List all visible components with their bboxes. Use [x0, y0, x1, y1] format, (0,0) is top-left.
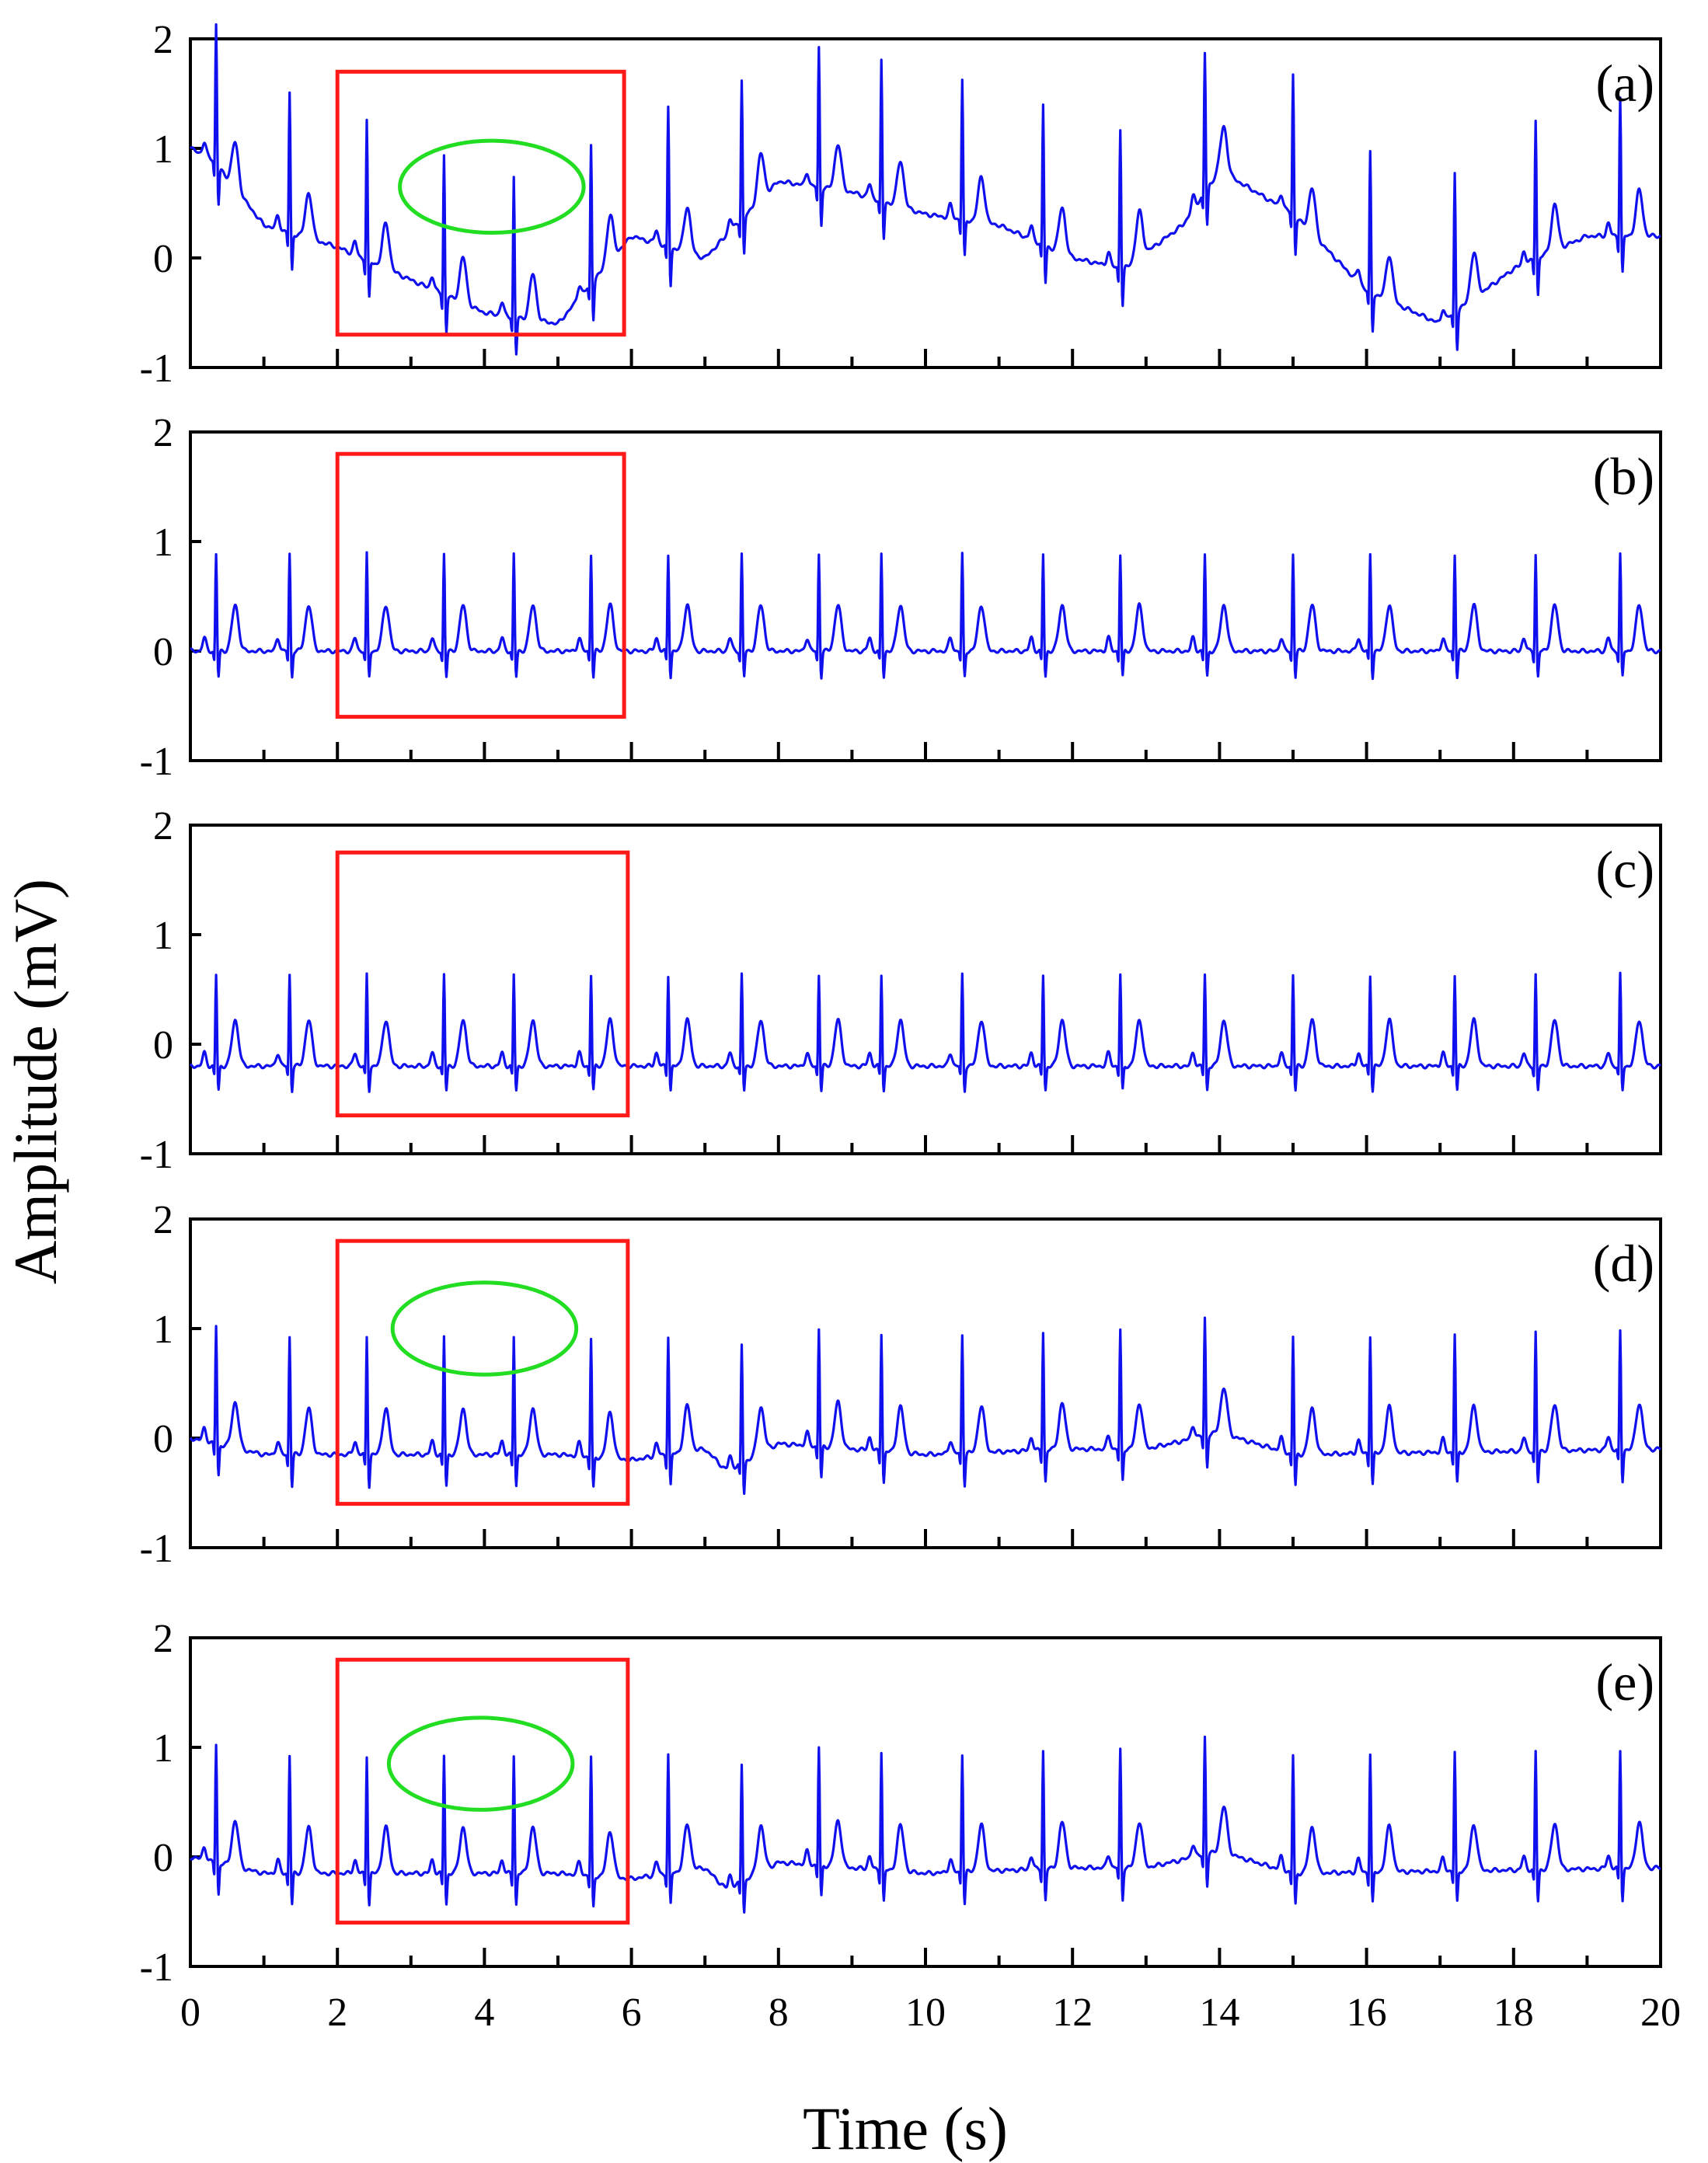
plot-frame: [189, 824, 1662, 1155]
x-tick-label: 10: [905, 1991, 946, 2035]
y-tick-label: -1: [140, 1945, 173, 1990]
panel-b: -1 0 1 2 (b): [140, 411, 1662, 784]
y-tick-label: 2: [153, 1617, 173, 1661]
y-tick-label: 2: [153, 1198, 173, 1242]
y-tick-label: 2: [153, 18, 173, 62]
y-tick-label: 1: [153, 914, 173, 958]
x-tick-label: 0: [180, 1991, 200, 2035]
y-tick-label: 1: [153, 1308, 173, 1352]
ecg-signal-line: [189, 971, 1661, 1093]
panel-label: (a): [1596, 54, 1654, 113]
y-tick-label: -1: [140, 347, 173, 391]
y-tick-label: -1: [140, 1527, 173, 1571]
x-tick-label: 8: [769, 1991, 789, 2035]
highlight-box: [335, 850, 630, 1118]
x-tick-label: 2: [327, 1991, 347, 2035]
highlight-ellipse: [398, 138, 586, 235]
y-tick-label: 0: [153, 1023, 173, 1068]
panel-label: (b): [1593, 447, 1654, 506]
plot-frame: [189, 1636, 1662, 1968]
highlight-box: [335, 451, 626, 719]
ecg-signal-line: [190, 551, 1661, 681]
panel-label: (c): [1596, 840, 1654, 899]
panel-label: (e): [1596, 1653, 1654, 1712]
highlight-box: [335, 1657, 630, 1925]
panel-e: -1 0 1 2 (e): [140, 1617, 1662, 1990]
y-tick-label: 1: [153, 1726, 173, 1771]
highlight-box: [335, 1238, 630, 1506]
y-tick-label: 0: [153, 1836, 173, 1880]
y-tick-label: -1: [140, 740, 173, 784]
panels-group: -1012(a)-1012(b)-1012(c)-1012(d)-1012(e)…: [140, 18, 1681, 2035]
x-axis-title: Time (s): [803, 2095, 1008, 2162]
x-tick-label: 4: [474, 1991, 494, 2035]
y-tick-label: 0: [153, 630, 173, 674]
panel-c: -1 0 1 2 (c): [140, 804, 1662, 1177]
plot-frame: [189, 1217, 1662, 1549]
y-tick-label: 2: [153, 411, 173, 455]
ecg-signal-line: [189, 1735, 1661, 1914]
panel-label: (d): [1593, 1234, 1654, 1293]
y-tick-label: 2: [153, 804, 173, 848]
y-tick-label: 1: [153, 127, 173, 172]
highlight-ellipse: [390, 1280, 579, 1377]
x-tick-label: 20: [1640, 1991, 1681, 2035]
x-tick-label: 18: [1494, 1991, 1534, 2035]
y-tick-label: -1: [140, 1133, 173, 1177]
x-tick-label: 14: [1199, 1991, 1239, 2035]
y-tick-label: 0: [153, 237, 173, 281]
highlight-ellipse: [386, 1715, 575, 1812]
x-tick-label: 6: [622, 1991, 642, 2035]
y-axis-title: Amplitude (mV): [2, 879, 69, 1284]
y-tick-label: 0: [153, 1417, 173, 1461]
panel-a: -1 0 1 2 (a): [140, 18, 1662, 391]
ecg-signal-line: [189, 23, 1661, 356]
panel-d: -1 0 1 2 (d): [140, 1198, 1662, 1571]
y-tick-label: 1: [153, 521, 173, 565]
ecg-signal-line: [189, 1316, 1661, 1496]
x-tick-label: 16: [1347, 1991, 1387, 2035]
plot-frame: [189, 430, 1662, 762]
x-tick-label: 12: [1052, 1991, 1093, 2035]
highlight-box: [335, 69, 626, 337]
